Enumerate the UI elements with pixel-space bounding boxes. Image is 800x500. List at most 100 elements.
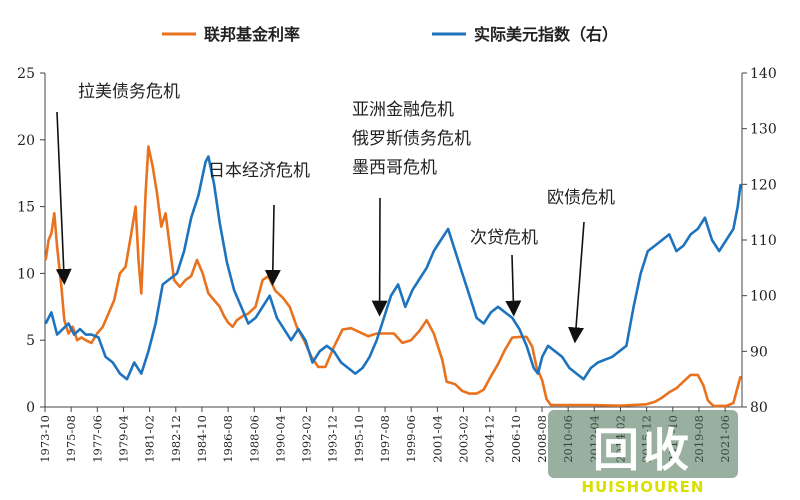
data-point [354,373,356,375]
x-tick-label: 1977-06 [90,415,104,463]
data-point [410,339,412,341]
data-point [447,228,449,230]
data-point [347,367,349,369]
data-point [227,322,229,324]
data-point [319,350,321,352]
data-point [376,339,378,341]
x-tick-label: 1986-08 [221,415,235,463]
x-tick-label: 2015-12 [640,415,654,463]
data-point [311,361,314,364]
x-tick-label: 1993-12 [326,415,340,463]
data-point [376,332,378,335]
legend: 联邦基金利率 实际美元指数（右） [162,25,618,44]
data-point [50,311,53,313]
data-point [707,399,709,401]
data-point [397,283,399,286]
data-point [583,378,585,380]
data-point [155,322,157,325]
data-point [359,331,361,333]
left-axis-ticks: 0 5 10 15 20 25 [17,66,45,416]
data-point [433,332,435,335]
data-point [697,374,699,376]
data-point [441,359,443,361]
x-tick-label: 2004-12 [483,415,497,463]
data-point [113,299,115,301]
data-point [45,322,47,325]
data-point [197,194,199,197]
data-point [125,266,127,268]
data-point [135,206,137,208]
data-point [526,345,528,347]
data-point [461,390,463,392]
data-point [317,366,319,368]
x-tick-label: 1979-04 [116,415,130,463]
data-point [350,327,352,329]
annotation-label: 亚洲金融危机 [352,100,454,120]
data-point [133,361,135,364]
data-point [240,306,242,308]
data-point [675,250,678,252]
data-point [232,326,234,328]
data-point [437,346,439,348]
data-point [461,272,463,274]
data-point [740,375,742,377]
data-point [324,366,326,368]
data-point [483,322,485,325]
annotation-label: 欧债危机 [547,188,615,208]
data-point [446,381,448,383]
data-point [504,349,506,351]
left-tick-label: 5 [26,333,35,349]
data-point [50,232,53,234]
data-point [179,286,181,288]
data-point [476,393,478,395]
x-tick-label: 1973-10 [38,415,52,463]
data-point [147,350,149,352]
x-tick-label: 1995-10 [352,415,366,463]
data-point [737,206,739,208]
data-point [90,342,92,344]
data-point [48,239,50,241]
x-tick-label: 2017-10 [666,415,680,463]
data-point [173,279,175,281]
x-tick-label: 1975-08 [64,415,78,463]
data-point [282,296,284,298]
data-point [296,326,298,328]
data-point [96,332,98,335]
data-point [535,366,538,368]
data-point [575,373,578,375]
data-point [725,405,727,407]
data-point [242,315,244,317]
data-point [72,326,74,328]
data-point [53,212,55,214]
data-point [732,402,735,404]
data-point [533,367,535,369]
data-point [426,319,428,321]
x-tick-label: 2014-02 [613,415,627,463]
annotation-label: 次贷危机 [470,228,538,248]
data-point [497,306,499,308]
data-point [184,279,187,281]
data-point [267,275,269,277]
data-point [418,330,421,332]
data-point [326,345,328,347]
data-point [702,385,705,387]
data-point [537,373,539,375]
data-point [547,345,549,347]
data-point [732,228,735,230]
x-tick-label: 1992-02 [300,415,314,463]
data-point [165,212,167,214]
left-tick-label: 20 [17,133,35,149]
data-point [204,161,207,163]
data-point [137,259,140,261]
data-point [119,373,121,375]
data-point [183,250,185,252]
data-point [668,391,670,393]
right-axis-ticks: 80 90 100 110 120 130 140 [742,66,777,416]
data-point [67,322,70,325]
series-line-real-dollar-index [44,155,742,381]
data-point [341,328,344,331]
data-point [468,393,471,395]
data-point [401,342,403,344]
data-point [160,226,162,228]
